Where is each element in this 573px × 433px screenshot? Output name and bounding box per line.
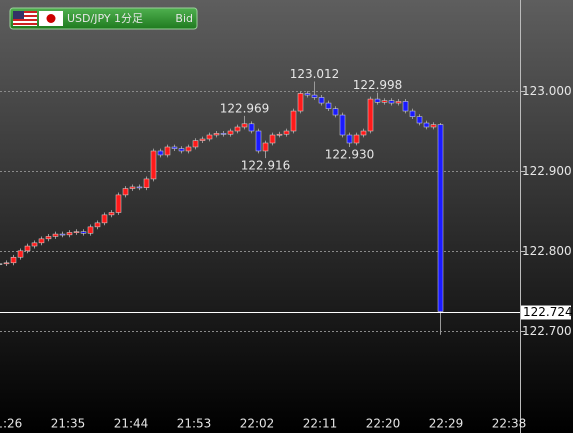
candle-body: [17, 250, 24, 258]
candle-body: [283, 130, 290, 135]
x-tick-label: 21:35: [51, 417, 86, 431]
candle-body: [171, 146, 178, 149]
candle-body: [52, 233, 59, 237]
candle-body: [227, 130, 234, 135]
candle-body: [290, 110, 297, 132]
price-side: Bid: [175, 12, 193, 25]
candle-body: [220, 133, 227, 135]
candle-body: [360, 130, 367, 136]
candle-body: [10, 256, 17, 264]
candle-body: [206, 134, 213, 140]
candle-body: [346, 134, 353, 144]
candle-body: [409, 110, 416, 117]
candle-body: [318, 97, 325, 104]
candle-body: [381, 100, 388, 103]
y-tick-label: 122.900: [522, 164, 572, 178]
candle-body: [402, 101, 409, 112]
candle-body: [374, 98, 381, 103]
candle-body: [73, 231, 80, 233]
candle-body: [185, 146, 192, 152]
x-tick-label: 22:02: [240, 417, 275, 431]
candle-body: [339, 114, 346, 136]
candle-body: [101, 214, 108, 224]
x-tick-label: 21:26: [0, 417, 22, 431]
candle-body: [31, 242, 38, 247]
candle-body: [192, 140, 199, 148]
x-tick-label: 22:29: [429, 417, 464, 431]
x-tick-label: 21:53: [177, 417, 212, 431]
axis-layer: 122.700 122.800 122.900 123.000 122.724: [520, 84, 573, 338]
candle-body: [416, 116, 423, 124]
last-price-label: 122.724: [523, 305, 573, 319]
candle-body: [129, 186, 136, 189]
candle-body: [108, 212, 115, 216]
candle-body: [87, 226, 94, 234]
x-tick-label: 22:11: [303, 417, 338, 431]
candle-body: [115, 194, 122, 213]
x-tick-label: 22:38: [492, 417, 527, 431]
high-annotation: 123.012: [290, 67, 340, 81]
candle-body: [59, 233, 66, 236]
y-tick-label: 122.800: [522, 244, 572, 258]
candle-body: [248, 123, 255, 132]
candle-body: [38, 238, 45, 244]
candle-body: [199, 138, 206, 141]
candle-body: [94, 222, 101, 228]
low-annotation: 122.930: [325, 147, 375, 161]
candle-body: [353, 134, 360, 144]
high-annotation: 122.969: [220, 101, 270, 115]
candle-body: [213, 133, 220, 136]
y-tick-label: 122.700: [522, 324, 572, 338]
candle-body: [150, 150, 157, 180]
candle-body: [269, 134, 276, 144]
candle-body: [332, 108, 339, 116]
candle-body: [164, 146, 171, 156]
us-flag: [13, 11, 37, 26]
candle-body: [395, 101, 402, 104]
y-tick-label: 123.000: [522, 84, 572, 98]
high-annotation: 122.998: [353, 78, 403, 92]
jp-flag: [39, 11, 63, 26]
candle-body: [325, 102, 332, 109]
candle-body: [143, 178, 150, 188]
candle-body: [234, 126, 241, 132]
candle-body: [367, 98, 374, 132]
last-price-box: [521, 305, 571, 320]
candle-body: [3, 262, 10, 265]
candle-body: [241, 123, 248, 128]
candle-body: [276, 133, 283, 136]
low-annotation: 122.916: [241, 159, 291, 173]
candle-body: [430, 124, 437, 128]
candle-body: [255, 130, 262, 152]
candle-body: [66, 232, 73, 236]
candle-body: [297, 93, 304, 112]
plot-area: 122.969 122.916 123.012 122.930 122.998: [0, 67, 520, 335]
candle-body: [80, 231, 87, 234]
x-tick-label: 21:44: [114, 417, 149, 431]
candle-body: [136, 186, 143, 189]
candle-body: [388, 100, 395, 104]
candle-body: [311, 94, 318, 98]
candle-body: [122, 188, 129, 196]
candle-body: [0, 263, 3, 265]
candle-body: [178, 148, 185, 152]
candle-body: [304, 93, 311, 96]
x-tick-label: 22:20: [366, 417, 401, 431]
candle-body: [157, 150, 164, 156]
candle-body: [24, 245, 31, 252]
candle-body: [45, 236, 52, 240]
candle-body: [262, 142, 269, 152]
symbol-title: USD/JPY 1分足: [67, 12, 143, 25]
symbol-badge: USD/JPY 1分足 Bid: [9, 7, 198, 30]
candle-body: [437, 124, 444, 312]
candle-body: [423, 122, 430, 128]
